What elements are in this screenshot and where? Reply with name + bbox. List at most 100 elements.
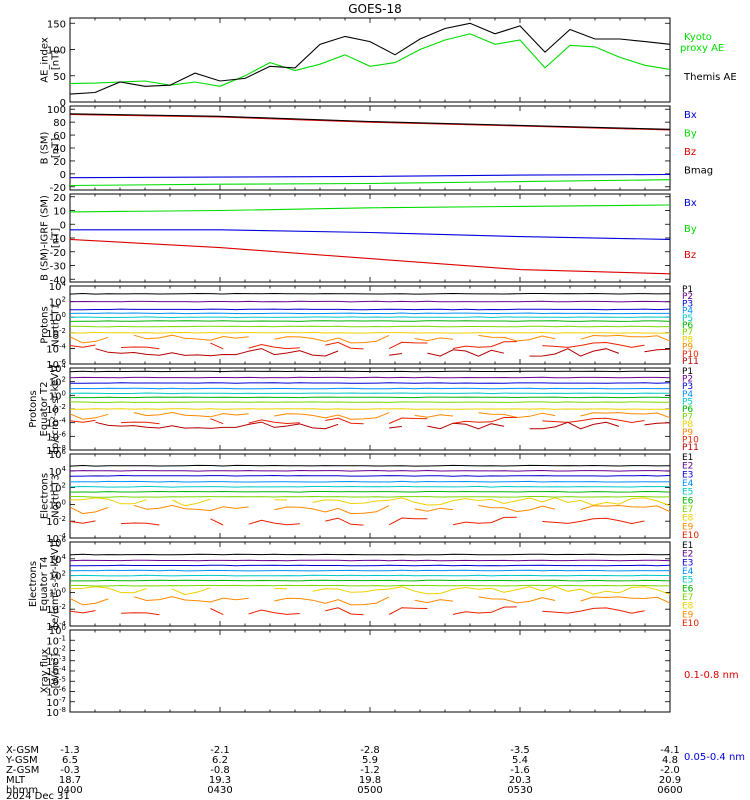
en-legend-e3: E3 bbox=[682, 470, 693, 480]
en-y-tick-label: 102 bbox=[49, 482, 66, 495]
en-channel-e6 bbox=[69, 490, 671, 493]
bigrf-y-label: B (SM)-IGRF (SM)[nT] bbox=[40, 195, 62, 281]
ae-series-themis-ae bbox=[69, 22, 671, 95]
pe-channel-p6 bbox=[70, 396, 671, 399]
pn-channel-p4 bbox=[69, 312, 670, 315]
pn-legend-p6: P6 bbox=[682, 321, 693, 331]
ee-legend-e9: E9 bbox=[682, 610, 694, 620]
bsm-y-label: B (SM)[nT] bbox=[40, 131, 62, 164]
bigrf-series-bx bbox=[70, 229, 671, 240]
ee-channel-e5 bbox=[69, 574, 670, 577]
ae-y-tick-label: 150 bbox=[47, 19, 66, 30]
pn-legend-p9: P9 bbox=[682, 343, 693, 353]
bigrf-y-tick-label: -10 bbox=[50, 234, 66, 245]
pe-channel-p4 bbox=[69, 387, 670, 390]
x-axis-hhmm-value: 0500 bbox=[357, 785, 382, 796]
x-axis-z-value: -0.3 bbox=[60, 765, 80, 776]
ee-channel-e9 bbox=[69, 596, 671, 606]
ee-legend-e5: E5 bbox=[682, 576, 693, 586]
en-legend-e9: E9 bbox=[682, 522, 694, 532]
pe-y-tick-label: 10-2 bbox=[46, 403, 66, 416]
pe-legend-p4: P4 bbox=[682, 390, 693, 400]
pe-legend-p7: P7 bbox=[682, 413, 693, 423]
pn-legend-p7: P7 bbox=[682, 328, 693, 338]
pn-channel-p5 bbox=[69, 316, 670, 319]
pe-legend-p2: P2 bbox=[682, 375, 693, 385]
ae-y-label: AE_index[nT] bbox=[40, 37, 62, 83]
pe-channel-p1 bbox=[69, 370, 671, 373]
x-axis-y-value: 6.5 bbox=[62, 755, 78, 766]
x-axis-mlt-value: 19.8 bbox=[359, 775, 381, 786]
pn-channel-p6 bbox=[69, 320, 671, 322]
en-channel-e10 bbox=[70, 517, 670, 525]
xray-y-tick-label: 10-4 bbox=[46, 665, 66, 678]
pn-channel-p10 bbox=[70, 342, 670, 349]
ee-y-tick-label: 106 bbox=[49, 536, 67, 549]
pn-channel-p11 bbox=[95, 348, 671, 357]
pn-y-tick-label: 10-4 bbox=[46, 342, 66, 355]
xray-frame bbox=[69, 629, 671, 713]
pe-y-label: ProtonsEquator T2[p/(cm²-s-sr-keV)] bbox=[28, 365, 61, 453]
pn-legend-p1: P1 bbox=[682, 285, 693, 295]
ae-legend-entry: Kyoto proxy AE bbox=[680, 32, 724, 54]
bsm-y-tick-label: -20 bbox=[50, 183, 66, 194]
x-axis-hhmm-value: 0530 bbox=[507, 785, 532, 796]
pn-y-tick-label: 100 bbox=[49, 311, 66, 324]
bsm-legend-entry: Bz bbox=[684, 147, 696, 158]
bigrf-series-bz bbox=[69, 238, 671, 275]
bsm-series-bmag bbox=[69, 113, 671, 130]
x-axis-x-value: -2.8 bbox=[360, 745, 380, 756]
x-axis-mlt-value: 19.3 bbox=[209, 775, 231, 786]
x-axis-x-value: -2.1 bbox=[210, 745, 230, 756]
bigrf-legend-entry: Bx bbox=[684, 198, 697, 209]
ee-channel-e4 bbox=[69, 569, 671, 572]
pn-legend-p4: P4 bbox=[682, 307, 693, 317]
ee-y-tick-label: 104 bbox=[49, 553, 67, 566]
ee-channel-e2 bbox=[69, 559, 671, 562]
en-channel-e4 bbox=[69, 480, 671, 483]
chart-title: GOES-18 bbox=[348, 2, 402, 16]
bigrf-y-tick-label: 10 bbox=[53, 207, 66, 218]
ee-channel-e6 bbox=[70, 579, 671, 582]
x-axis-row-label: MLT bbox=[6, 775, 26, 786]
bigrf-y-tick-label: -30 bbox=[50, 262, 66, 273]
en-legend-e5: E5 bbox=[682, 488, 693, 498]
x-axis-y-value: 5.4 bbox=[512, 755, 528, 766]
x-axis-hhmm-value: 0400 bbox=[57, 785, 82, 796]
pn-legend-p11: P11 bbox=[682, 357, 699, 367]
en-channel-e3 bbox=[69, 474, 671, 477]
en-legend-e1: E1 bbox=[682, 453, 693, 463]
pe-channel-p3 bbox=[70, 382, 671, 384]
pe-legend-p10: P10 bbox=[682, 435, 699, 445]
en-legend-e8: E8 bbox=[682, 514, 694, 524]
en-legend-e4: E4 bbox=[682, 479, 694, 489]
ae-y-tick-label: 0 bbox=[60, 98, 66, 109]
xray-y-tick-label: 100 bbox=[49, 624, 66, 637]
bigrf-series-by bbox=[69, 204, 671, 213]
pn-legend-p10: P10 bbox=[682, 350, 699, 360]
en-legend-e6: E6 bbox=[682, 496, 694, 506]
en-y-tick-label: 10-4 bbox=[46, 532, 66, 545]
pe-legend-p9: P9 bbox=[682, 428, 693, 438]
ee-legend-e1: E1 bbox=[682, 541, 693, 551]
ee-channel-e8 bbox=[69, 586, 671, 596]
x-axis-z-value: -1.6 bbox=[510, 765, 530, 776]
pn-channel-p9 bbox=[69, 334, 671, 344]
x-axis-hhmm-value: 0430 bbox=[207, 785, 232, 796]
ee-legend-e3: E3 bbox=[682, 558, 693, 568]
pn-channel-p3 bbox=[70, 308, 671, 311]
bsm-legend-entry: By bbox=[684, 129, 697, 140]
pe-legend-p6: P6 bbox=[682, 405, 693, 415]
x-axis-z-value: -0.8 bbox=[210, 765, 230, 776]
x-axis-row-label: Y-GSM bbox=[5, 755, 38, 766]
en-channel-e5 bbox=[69, 485, 670, 488]
ee-legend-e7: E7 bbox=[682, 593, 693, 603]
x-axis-row-label: Z-GSM bbox=[6, 765, 39, 776]
pe-legend-p5: P5 bbox=[682, 397, 693, 407]
x-axis-y-value: 4.8 bbox=[662, 755, 678, 766]
x-axis-hhmm-value: 0600 bbox=[657, 785, 682, 796]
pe-y-tick-label: 10-6 bbox=[46, 430, 66, 443]
pe-y-tick-label: 102 bbox=[49, 376, 66, 389]
en-channel-e8 bbox=[69, 497, 671, 507]
